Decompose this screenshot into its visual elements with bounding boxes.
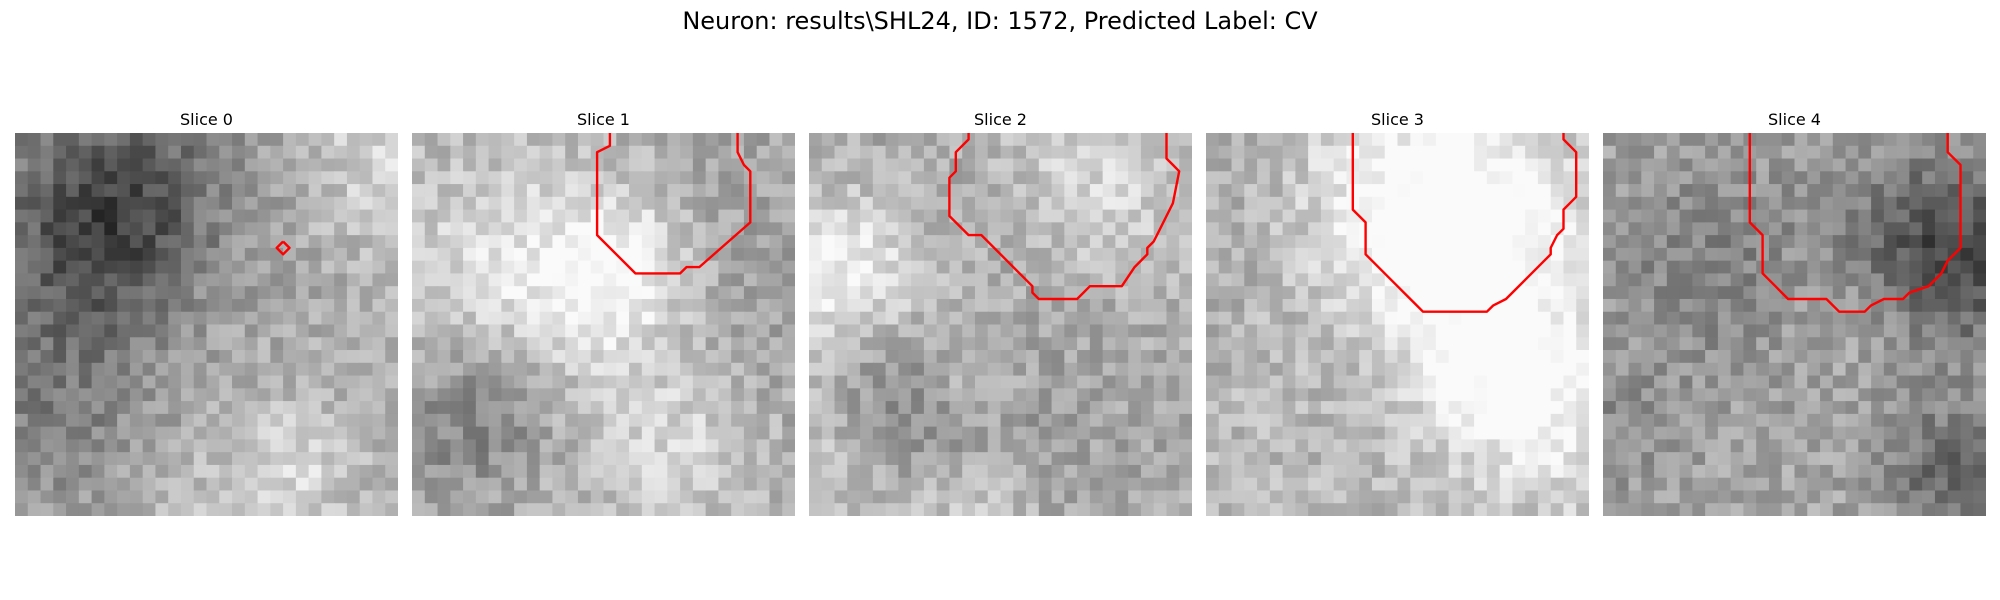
slice-title: Slice 3 [1371,110,1424,129]
segmentation-contour [1351,133,1578,313]
pixel-grid [1603,133,1986,516]
slice-panel-3: Slice 3 [1206,108,1589,516]
slice-panel-2: Slice 2 [809,108,1192,516]
segmentation-contour [595,133,752,275]
pixel-grid [15,133,398,516]
slice-title: Slice 4 [1768,110,1821,129]
pixel-grid [809,133,1192,516]
slice-title: Slice 2 [974,110,1027,129]
pixel-grid [1206,133,1589,516]
slice-image [412,133,795,516]
segmentation-contour [948,133,1181,301]
slice-panel-4: Slice 4 [1603,108,1986,516]
slice-image [1603,133,1986,516]
segmentation-contour [1748,133,1962,313]
slice-title: Slice 1 [577,110,630,129]
slice-image [1206,133,1589,516]
segmentation-contour [275,240,291,256]
slice-title: Slice 0 [180,110,233,129]
pixel-grid [412,133,795,516]
slice-panel-0: Slice 0 [15,108,398,516]
slice-image [15,133,398,516]
slice-image [809,133,1192,516]
slice-panel-1: Slice 1 [412,108,795,516]
figure-title: Neuron: results\SHL24, ID: 1572, Predict… [682,7,1318,35]
